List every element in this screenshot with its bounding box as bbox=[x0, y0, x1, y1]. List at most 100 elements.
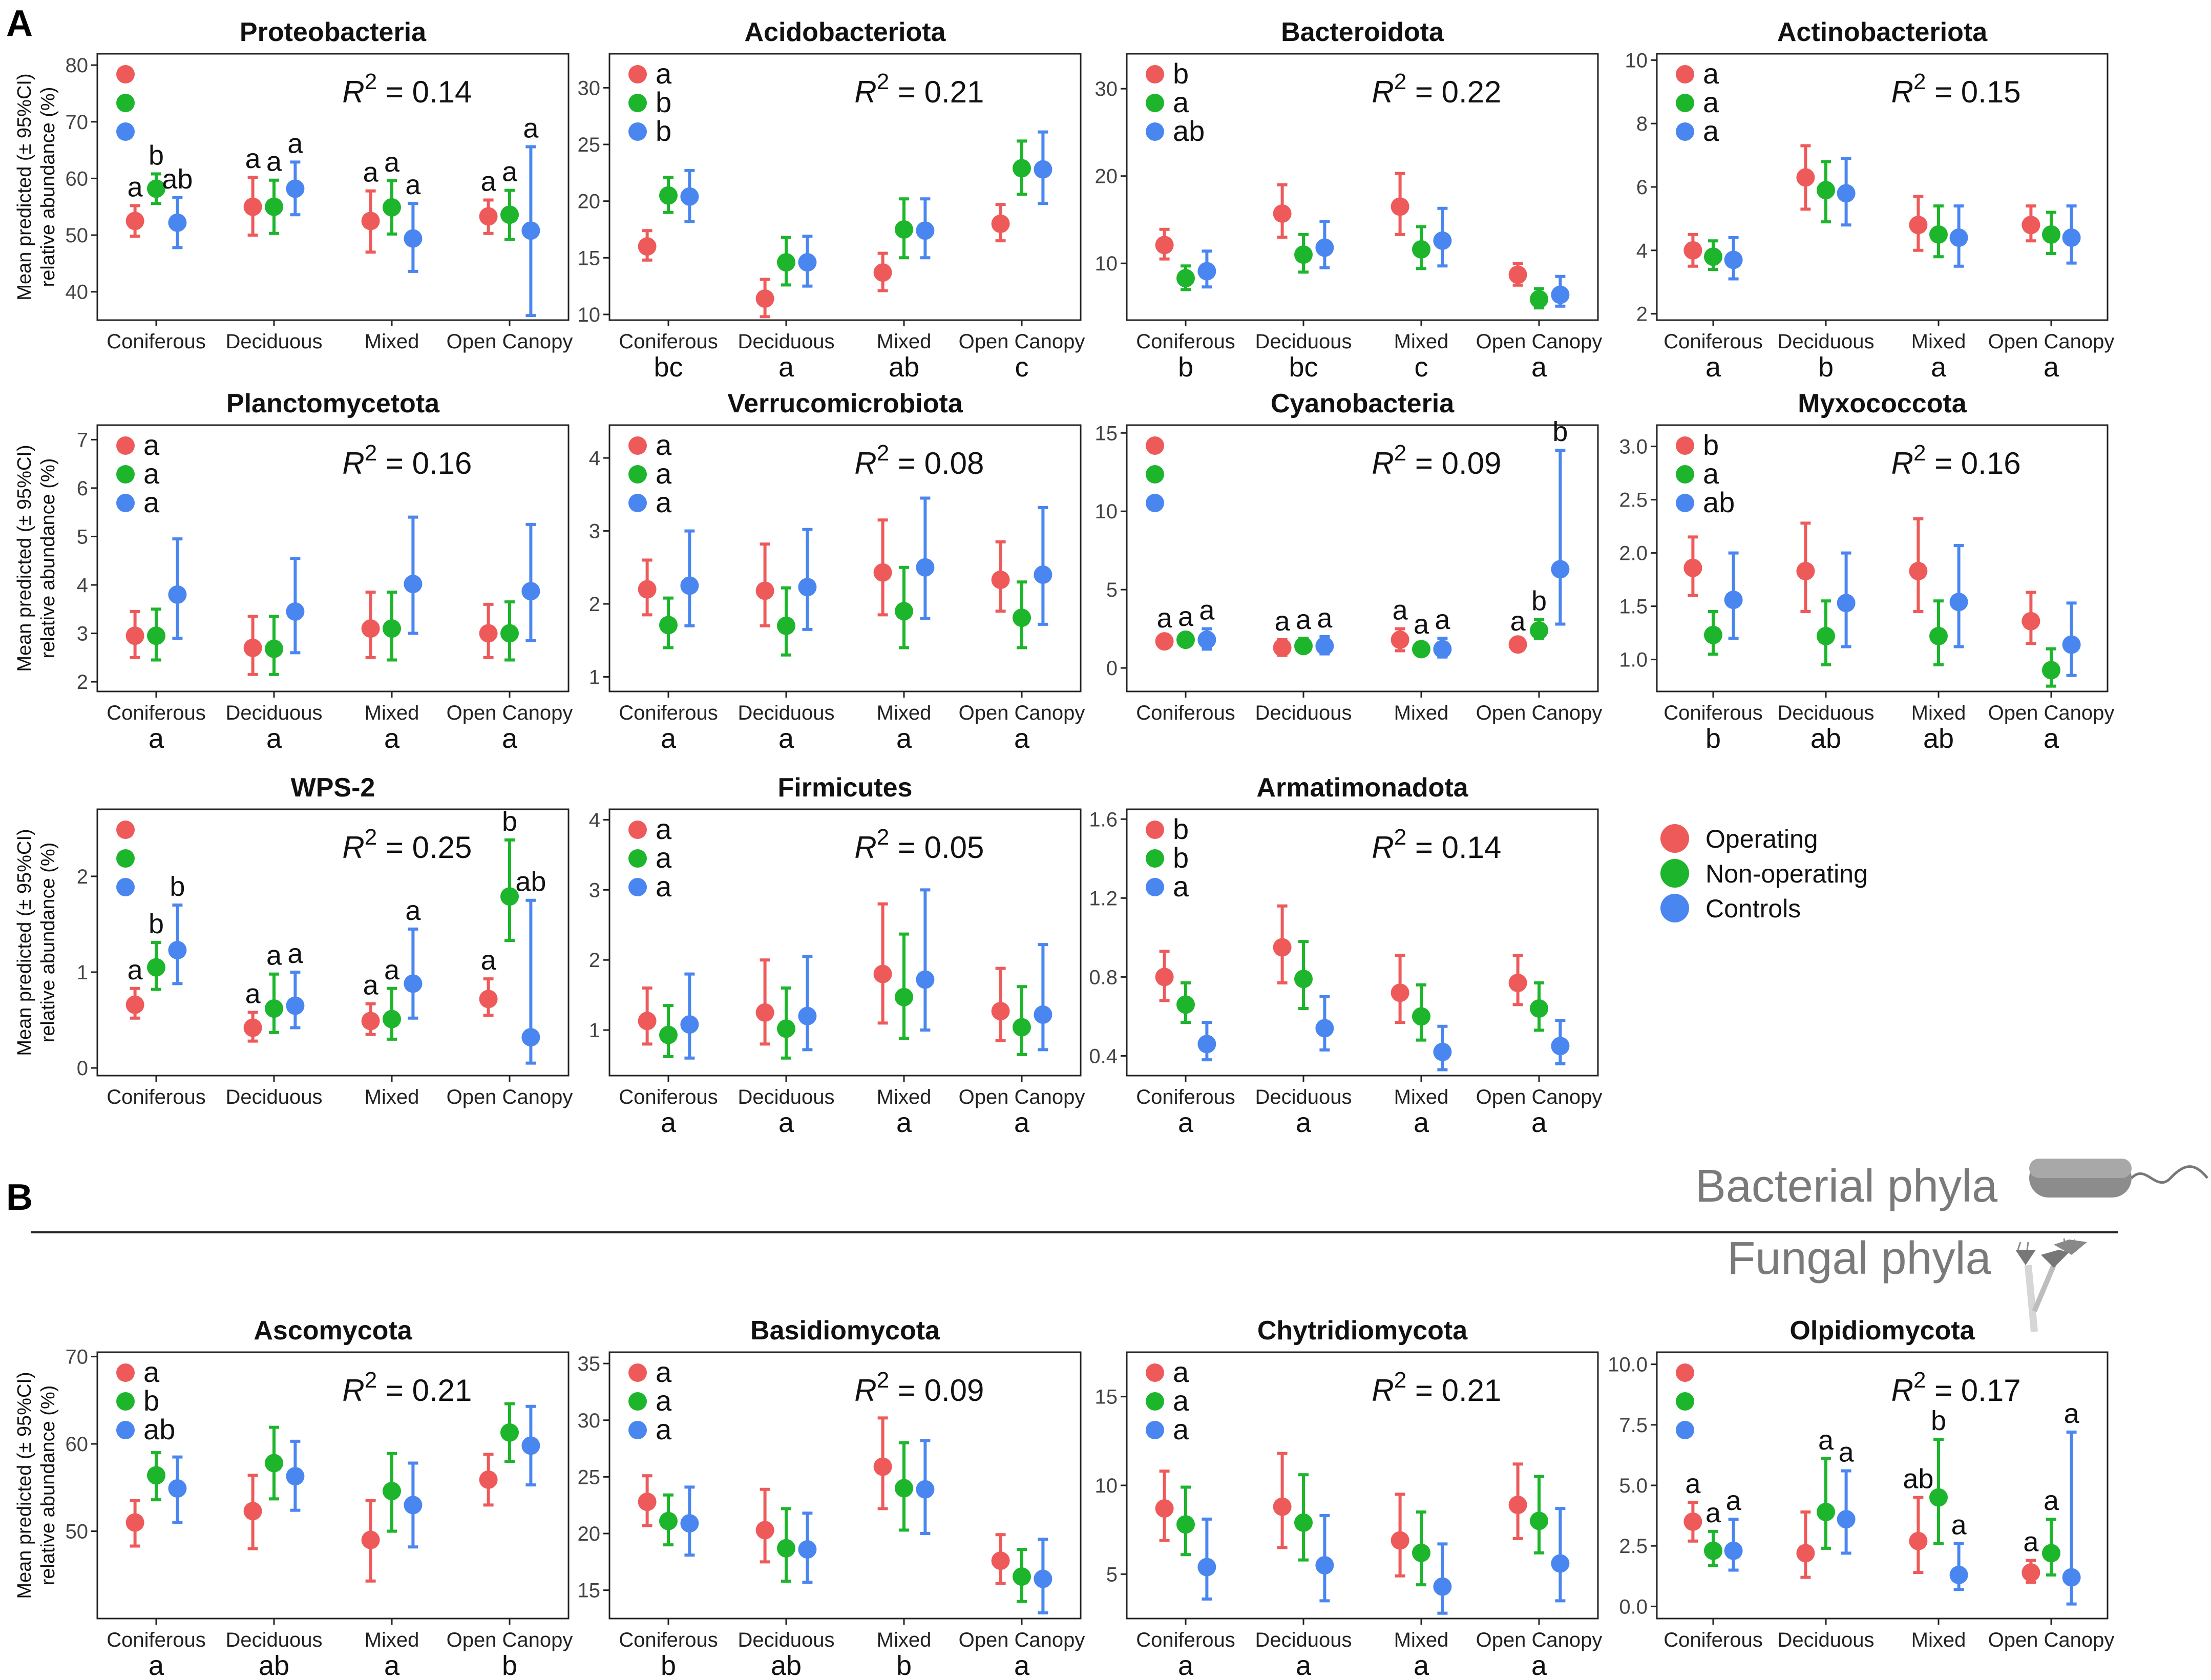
category-letter: b bbox=[1818, 352, 1834, 383]
data-point bbox=[1315, 1556, 1334, 1574]
data-point bbox=[243, 197, 262, 216]
data-point bbox=[1530, 1511, 1548, 1530]
category-letter: a bbox=[778, 1107, 794, 1138]
data-point bbox=[1796, 168, 1815, 187]
category-letter: b bbox=[1705, 723, 1721, 754]
r2-label: R2 = 0.21 bbox=[854, 69, 984, 109]
data-point bbox=[168, 1479, 187, 1498]
series-letter: a bbox=[1173, 870, 1189, 902]
data-point bbox=[1551, 560, 1570, 579]
plot-frame bbox=[1126, 808, 1599, 1077]
point-letter: a bbox=[266, 940, 282, 971]
data-point bbox=[1412, 240, 1430, 259]
chart-title: Armatimonadota bbox=[1256, 773, 1468, 803]
x-tick-label: Open Canopy bbox=[1476, 702, 1603, 724]
category-letter: a bbox=[1296, 1650, 1312, 1680]
data-point bbox=[1412, 640, 1430, 659]
y-tick-label: 70 bbox=[66, 1346, 89, 1369]
y-tick-label: 2.5 bbox=[1619, 1535, 1648, 1558]
x-tick-label: Mixed bbox=[1394, 330, 1449, 353]
plot-frame bbox=[608, 1351, 1082, 1620]
data-point bbox=[1294, 1513, 1313, 1532]
series-letter: ab bbox=[1173, 115, 1205, 147]
data-point bbox=[1929, 225, 1948, 244]
y-tick-label: 30 bbox=[578, 1410, 601, 1432]
data-point bbox=[1929, 626, 1948, 645]
chart-wps-2: WPS-2 0 1 2 Coniferous Deciduous Mixed Open Can… bbox=[14, 773, 573, 1108]
y-tick-label: 1.6 bbox=[1089, 808, 1118, 831]
data-point bbox=[1508, 1496, 1527, 1515]
y-tick-label: 2 bbox=[77, 671, 88, 694]
data-point bbox=[1909, 216, 1928, 235]
plot-frame bbox=[1126, 53, 1599, 321]
data-point bbox=[1412, 1007, 1430, 1026]
data-point bbox=[479, 1470, 498, 1489]
inner-legend-dot bbox=[1676, 436, 1694, 455]
data-point bbox=[1273, 204, 1292, 223]
series-letter: a bbox=[656, 1413, 672, 1445]
data-point bbox=[404, 229, 423, 248]
x-tick-label: Mixed bbox=[877, 702, 932, 724]
data-point bbox=[2022, 216, 2040, 235]
y-axis-label: Mean predicted (± 95%CI) relative abundan… bbox=[14, 829, 59, 1056]
category-letter: c bbox=[1015, 352, 1029, 383]
data-point bbox=[638, 1012, 657, 1031]
data-point bbox=[500, 1423, 519, 1442]
series-letter: a bbox=[1173, 1356, 1189, 1388]
data-point bbox=[265, 197, 283, 216]
data-point bbox=[1155, 632, 1174, 651]
x-tick-label: Deciduous bbox=[738, 330, 834, 353]
data-point bbox=[1949, 228, 1968, 247]
series-letter: b bbox=[656, 86, 671, 118]
chart-title: Actinobacteriota bbox=[1777, 17, 1988, 47]
data-point bbox=[638, 1493, 657, 1511]
data-point bbox=[521, 221, 540, 240]
y-tick-label: 15 bbox=[1095, 1386, 1118, 1409]
data-point bbox=[1508, 265, 1527, 284]
inner-legend-dot bbox=[116, 122, 135, 141]
plot-frame bbox=[1656, 1351, 2109, 1620]
point-letter: b bbox=[170, 871, 185, 902]
data-point bbox=[1197, 1558, 1216, 1577]
data-point bbox=[1034, 1005, 1052, 1024]
inner-legend-dot bbox=[1146, 1363, 1164, 1382]
r2-label: R2 = 0.09 bbox=[854, 1368, 984, 1408]
inner-legend-dot bbox=[116, 1421, 135, 1439]
x-tick-label: Coniferous bbox=[619, 702, 718, 724]
category-letter: a bbox=[778, 723, 794, 754]
x-tick-label: Open Canopy bbox=[959, 1086, 1085, 1108]
point-letter: a bbox=[405, 170, 421, 200]
data-point bbox=[895, 988, 913, 1006]
x-tick-label: Mixed bbox=[1911, 330, 1966, 353]
data-point bbox=[479, 207, 498, 226]
r2-label: R2 = 0.16 bbox=[342, 440, 472, 480]
legend-label-non-operating: Non-operating bbox=[1705, 859, 1868, 888]
data-point bbox=[2042, 1544, 2060, 1563]
bacterial-caption: Bacterial phyla bbox=[1695, 1161, 1998, 1212]
point-letter: a bbox=[266, 146, 282, 177]
legend-swatch-operating bbox=[1660, 824, 1689, 853]
data-point bbox=[1412, 1543, 1430, 1562]
chart-proteobacteria: Proteobacteria 40 50 60 70 80 Coniferous Decidu… bbox=[14, 17, 573, 353]
point-letter: a bbox=[1178, 601, 1194, 632]
inner-legend-dot bbox=[116, 1363, 135, 1382]
y-tick-label: 5.0 bbox=[1619, 1475, 1648, 1497]
x-tick-label: Coniferous bbox=[107, 1629, 205, 1651]
point-letter: a bbox=[1685, 1468, 1701, 1499]
chart-cyanobacteria: Cyanobacteria 0 5 10 15 Coniferous Deciduous Mi… bbox=[1095, 389, 1603, 724]
data-point bbox=[1013, 159, 1031, 178]
data-point bbox=[638, 580, 657, 599]
data-point bbox=[125, 212, 144, 230]
inner-legend-dot bbox=[1146, 436, 1164, 455]
y-tick-label: 0.8 bbox=[1089, 966, 1118, 989]
category-letter: a bbox=[384, 1650, 400, 1680]
data-point bbox=[404, 974, 423, 993]
chart-title: Olpidiomycota bbox=[1789, 1316, 1975, 1346]
inner-legend-dot bbox=[1676, 65, 1694, 83]
chart-myxococcota: Myxococcota1.01.52.02.53.0ConiferousbDec… bbox=[1619, 389, 2114, 754]
y-tick-label: 35 bbox=[578, 1353, 601, 1375]
data-point bbox=[680, 576, 699, 595]
x-tick-label: Coniferous bbox=[1136, 702, 1235, 724]
data-point bbox=[755, 581, 774, 600]
data-point bbox=[383, 619, 401, 638]
